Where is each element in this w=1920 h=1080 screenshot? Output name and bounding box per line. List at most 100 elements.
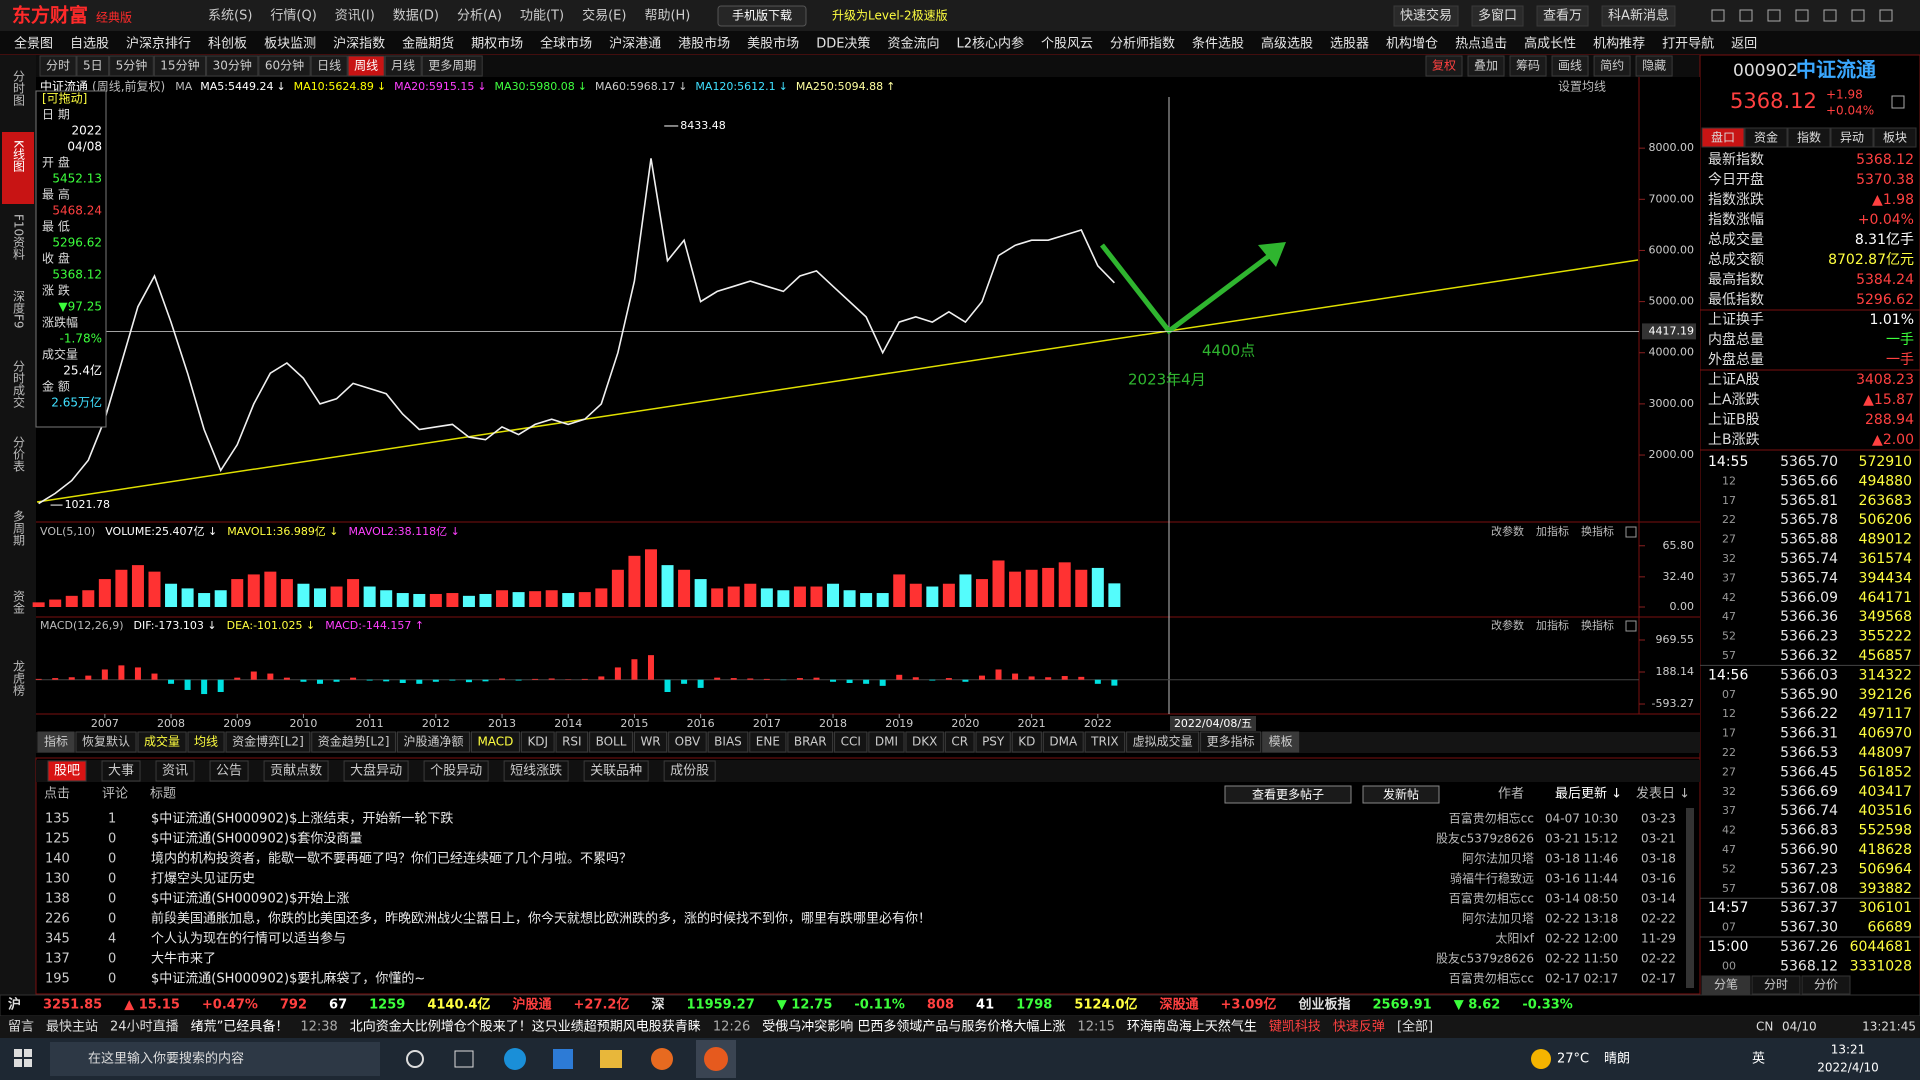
window-icon[interactable]	[1711, 9, 1725, 22]
indicator-tab[interactable]: ENE	[756, 735, 780, 749]
indicator-tab[interactable]: CR	[951, 735, 968, 749]
nav-item[interactable]: 板块监测	[264, 37, 316, 52]
indicator-tab[interactable]: CCI	[841, 735, 861, 749]
tab-box[interactable]	[39, 55, 77, 77]
indicator-tab[interactable]: PSY	[982, 735, 1005, 749]
new-post[interactable]: 发新帖	[1383, 787, 1419, 802]
indicator-tab[interactable]: 沪股通净额	[403, 735, 463, 749]
bottom-tab-label[interactable]: 分笔	[1714, 977, 1738, 992]
period-tab[interactable]: 周线	[354, 59, 378, 73]
window-icon[interactable]	[1739, 9, 1753, 22]
tab-box[interactable]	[905, 731, 944, 753]
chart-tool[interactable]: 叠加	[1474, 59, 1498, 73]
tab-box[interactable]	[583, 760, 649, 782]
side-tab[interactable]: 分时图	[12, 70, 26, 106]
tab-box[interactable]	[520, 731, 555, 753]
menu-item[interactable]: 帮助(H)	[644, 9, 690, 24]
tab-box[interactable]	[589, 731, 633, 753]
nav-item[interactable]: 热点追击	[1455, 36, 1507, 52]
tab-box[interactable]	[1536, 5, 1589, 27]
bottom-tab[interactable]	[1701, 975, 1751, 995]
post-title[interactable]: $中证流通(SH000902)$要扎麻袋了，你懂的~	[151, 971, 425, 987]
tab-box[interactable]	[1393, 5, 1459, 27]
nav-item[interactable]: 打开导航	[1662, 36, 1714, 52]
edge-icon[interactable]	[504, 1048, 526, 1070]
nav-item[interactable]: 分析师指数	[1110, 37, 1175, 52]
tab-box[interactable]	[1593, 55, 1631, 77]
side-tab[interactable]: 多周期	[12, 510, 26, 546]
forum-tab[interactable]: 成份股	[670, 764, 709, 779]
tab-box[interactable]	[137, 731, 187, 753]
indicator-tab[interactable]: 成交量	[144, 734, 180, 749]
nav-item[interactable]: 选股器	[1330, 37, 1369, 52]
button[interactable]	[717, 5, 807, 27]
tab-box[interactable]	[1042, 731, 1084, 753]
nav-item[interactable]: 机构推荐	[1593, 37, 1645, 52]
nav-item[interactable]: 沪深指数	[333, 36, 385, 52]
post-title[interactable]: $中证流通(SH000902)$套你没商量	[151, 831, 362, 847]
indicator-tab[interactable]: KD	[1018, 735, 1035, 749]
window-icon[interactable]	[1823, 9, 1837, 22]
side-tab[interactable]: F10资料	[12, 214, 26, 260]
forum-tab[interactable]: 个股异动	[430, 764, 482, 779]
tab-box[interactable]	[503, 760, 569, 782]
menu-item[interactable]: 交易(E)	[582, 8, 626, 24]
nav-item[interactable]: 高成长性	[1524, 36, 1576, 52]
menu-item[interactable]: 分析(A)	[457, 9, 502, 24]
post-title[interactable]: 个人认为现在的行情可以适当参与	[151, 931, 346, 947]
more-posts[interactable]: 查看更多帖子	[1252, 787, 1324, 802]
side-tab[interactable]: 深度F9	[12, 290, 26, 329]
nav-item[interactable]: L2核心内参	[956, 36, 1024, 52]
forum-tab[interactable]: 贡献点数	[270, 764, 322, 779]
tab-box[interactable]	[421, 55, 483, 77]
forum-tab[interactable]: 关联品种	[590, 764, 642, 779]
indicator-tab[interactable]: BOLL	[596, 735, 627, 749]
tab-box[interactable]	[1425, 55, 1463, 77]
window-icon[interactable]	[1795, 9, 1809, 22]
indicator-tab[interactable]: DKX	[912, 735, 937, 749]
task-view-icon[interactable]	[406, 1050, 424, 1068]
nav-item[interactable]: 返回	[1731, 37, 1757, 52]
indicator-tab[interactable]: 虚拟成交量	[1133, 734, 1193, 749]
tab-box[interactable]	[1601, 5, 1676, 27]
nav-item[interactable]: 机构增仓	[1386, 37, 1438, 52]
indicator-tab[interactable]: 资金博弈[L2]	[232, 734, 304, 749]
tab-box[interactable]	[1467, 55, 1505, 77]
tab-box[interactable]	[1262, 731, 1300, 753]
post-title[interactable]: 前段美国通胀加息，你跌的比美国还多，昨晚欧洲战火尘嚣日上，你今天就想比欧洲跌的多…	[151, 911, 931, 927]
store-icon[interactable]	[553, 1049, 573, 1069]
tab-box[interactable]	[263, 760, 329, 782]
collapse[interactable]	[1891, 95, 1905, 109]
tab-box[interactable]	[975, 731, 1011, 753]
nav-item[interactable]: 沪深京排行	[126, 36, 191, 52]
indicator-tab[interactable]: 均线	[194, 735, 218, 749]
post-title[interactable]: $中证流通(SH000902)$开始上涨	[151, 892, 349, 907]
menu-item[interactable]: 数据(D)	[393, 9, 439, 24]
indicator-tab[interactable]: DMI	[875, 735, 898, 749]
side-tab[interactable]: 分时成交	[12, 360, 26, 409]
nav-item[interactable]: 自选股	[70, 37, 109, 52]
nav-item[interactable]: 美股市场	[747, 36, 799, 52]
title-button[interactable]: 查看万	[1543, 8, 1582, 24]
menu-item[interactable]: 功能(T)	[520, 9, 564, 24]
tab-box[interactable]	[153, 55, 207, 77]
window-icon[interactable]	[1879, 9, 1893, 22]
post-title[interactable]: 大牛市来了	[151, 951, 216, 967]
tab-box[interactable]	[384, 55, 422, 77]
nav-item[interactable]: 条件选股	[1192, 36, 1244, 52]
indicator-tab[interactable]: TRIX	[1090, 735, 1118, 749]
side-tab[interactable]: K线图	[12, 140, 26, 172]
start-icon[interactable]	[14, 1059, 22, 1067]
quote-tab[interactable]	[1701, 127, 1745, 148]
start-icon[interactable]	[14, 1049, 22, 1057]
quote-tab-label[interactable]: 盘口	[1711, 130, 1735, 145]
tab-box[interactable]	[707, 731, 749, 753]
tab-box[interactable]	[347, 55, 385, 77]
button[interactable]	[1224, 785, 1352, 804]
post-title[interactable]: 境内的机构投资者，能歇一歇不要再砸了吗？你们已经连续砸了几个月啦。不累吗？	[151, 851, 632, 867]
forum-tab[interactable]: 短线涨跌	[510, 763, 562, 779]
period-tab[interactable]: 5日	[83, 59, 103, 73]
nav-item[interactable]: 全球市场	[540, 36, 592, 52]
nav-item[interactable]: 科创板	[208, 37, 247, 52]
tab-box[interactable]	[37, 731, 75, 753]
